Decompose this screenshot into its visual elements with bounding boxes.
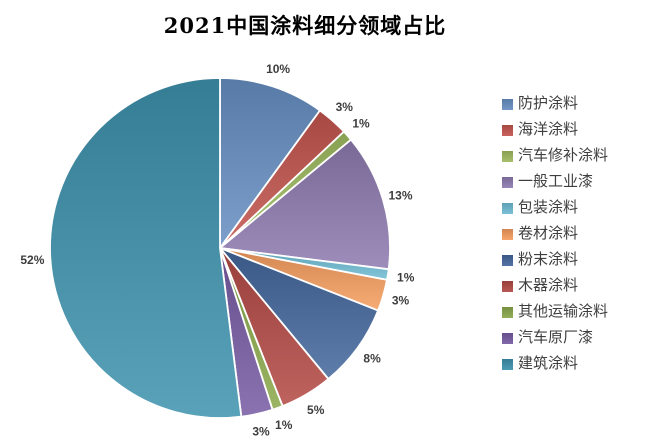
slice-label: 52% bbox=[20, 253, 44, 267]
legend-swatch bbox=[502, 254, 513, 266]
pie-slice-1 bbox=[219, 77, 321, 249]
slice-label: 13% bbox=[388, 189, 412, 203]
legend-swatch bbox=[502, 98, 513, 110]
legend-swatch bbox=[502, 332, 513, 344]
legend-label: 防护涂料 bbox=[518, 95, 579, 112]
slice-label: 8% bbox=[363, 352, 381, 366]
legend-label: 粉末涂料 bbox=[518, 251, 579, 268]
legend-swatch bbox=[502, 150, 513, 162]
legend-item: 一般工业漆 bbox=[502, 169, 608, 195]
slice-label: 3% bbox=[252, 425, 270, 439]
legend-item: 木器涂料 bbox=[502, 273, 608, 299]
chart-title: 2021中国涂料细分领域占比 bbox=[163, 13, 447, 38]
legend-swatch bbox=[502, 306, 513, 318]
slice-label: 1% bbox=[352, 117, 370, 131]
legend-item: 汽车修补涂料 bbox=[502, 143, 608, 169]
legend-label: 汽车修补涂料 bbox=[518, 147, 609, 164]
legend-swatch bbox=[502, 358, 513, 370]
legend-label: 海洋涂料 bbox=[518, 121, 579, 138]
legend-item: 汽车原厂漆 bbox=[502, 325, 608, 351]
legend-item: 建筑涂料 bbox=[502, 351, 608, 377]
slice-label: 10% bbox=[266, 62, 290, 76]
legend-swatch bbox=[502, 176, 513, 188]
slice-label: 5% bbox=[307, 403, 325, 417]
slice-label: 3% bbox=[392, 294, 410, 308]
slice-label: 1% bbox=[275, 418, 293, 432]
pie-slice-4 bbox=[219, 138, 391, 271]
legend-swatch bbox=[502, 202, 513, 214]
legend-swatch bbox=[502, 228, 513, 240]
legend: 防护涂料海洋涂料汽车修补涂料 一般工业漆包装涂料卷材涂料粉末涂料木器涂料其他运输涂… bbox=[502, 91, 608, 377]
legend-label: 其他运输涂料 bbox=[518, 303, 609, 320]
legend-label: 包装涂料 bbox=[518, 199, 579, 216]
legend-swatch bbox=[502, 280, 513, 292]
legend-label: 一般工业漆 bbox=[518, 173, 594, 190]
legend-item: 粉末涂料 bbox=[502, 247, 608, 273]
legend-label: 木器涂料 bbox=[518, 277, 579, 294]
legend-label: 建筑涂料 bbox=[518, 355, 579, 372]
legend-label: 汽车原厂漆 bbox=[518, 329, 594, 346]
legend-item: 其他运输涂料 bbox=[502, 299, 608, 325]
legend-item: 防护涂料 bbox=[502, 91, 608, 117]
legend-label: 卷材涂料 bbox=[518, 225, 579, 242]
legend-item: 卷材涂料 bbox=[502, 221, 608, 247]
legend-item: 海洋涂料 bbox=[502, 117, 608, 143]
slice-label: 1% bbox=[397, 270, 415, 284]
legend-swatch bbox=[502, 124, 513, 136]
slice-label: 3% bbox=[336, 100, 354, 114]
pie-slice-11 bbox=[49, 77, 243, 419]
legend-item: 包装涂料 bbox=[502, 195, 608, 221]
